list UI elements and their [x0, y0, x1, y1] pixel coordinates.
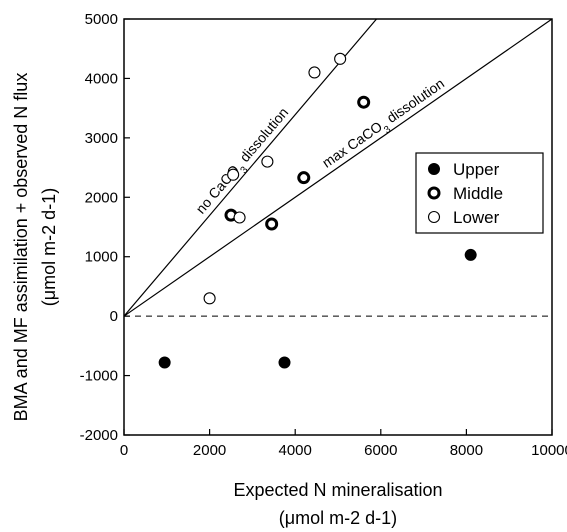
- y-tick-label: -1000: [80, 368, 118, 385]
- point-middle: [297, 171, 311, 185]
- point-lower: [227, 168, 240, 181]
- point-middle: [265, 217, 279, 231]
- reference-line-2: [123, 18, 553, 317]
- point-lower: [203, 292, 216, 305]
- reference-line-1: [123, 18, 377, 317]
- point-upper: [464, 248, 477, 261]
- y-axis-title: BMA and MF assimilation + observed N flu…: [11, 73, 31, 422]
- x-tick-label: 6000: [364, 442, 397, 459]
- point-middle: [357, 95, 371, 109]
- x-axis-title: Expected N mineralisation: [233, 480, 442, 500]
- x-tick-label: 4000: [279, 442, 312, 459]
- legend-marker-middle: [427, 186, 441, 200]
- y-tick-label: 0: [110, 308, 118, 325]
- y-tick-label: -2000: [80, 427, 118, 444]
- y-tick-label: 2000: [85, 189, 118, 206]
- y-axis-ticks: -2000 -1000 0 1000 2000 3000 4000 5000: [80, 11, 130, 444]
- x-axis-units: (μmol m-2 d-1): [279, 508, 397, 528]
- y-tick-label: 1000: [85, 249, 118, 266]
- reference-line-label-1: no CaCO3 dissolution: [192, 104, 295, 220]
- point-lower: [308, 66, 321, 79]
- y-tick-label: 4000: [85, 70, 118, 87]
- legend-marker-lower: [427, 210, 441, 224]
- data-points: [158, 52, 477, 369]
- point-upper: [158, 356, 171, 369]
- y-axis-units: (μmol m-2 d-1): [39, 188, 59, 306]
- x-tick-label: 2000: [193, 442, 226, 459]
- legend-label-lower: Lower: [453, 208, 500, 227]
- point-upper: [278, 356, 291, 369]
- point-lower: [334, 52, 347, 65]
- legend-label-upper: Upper: [453, 160, 500, 179]
- legend: Upper Middle Lower: [415, 152, 544, 234]
- plot-border: [123, 18, 553, 436]
- x-tick-label: 8000: [450, 442, 483, 459]
- y-tick-label: 3000: [85, 130, 118, 147]
- point-lower: [233, 211, 246, 224]
- plot-frame: [123, 18, 553, 436]
- legend-marker-upper: [428, 163, 440, 175]
- y-tick-label: 5000: [85, 11, 118, 28]
- x-tick-label: 0: [120, 442, 128, 459]
- legend-label-middle: Middle: [453, 184, 503, 203]
- point-lower: [261, 155, 274, 168]
